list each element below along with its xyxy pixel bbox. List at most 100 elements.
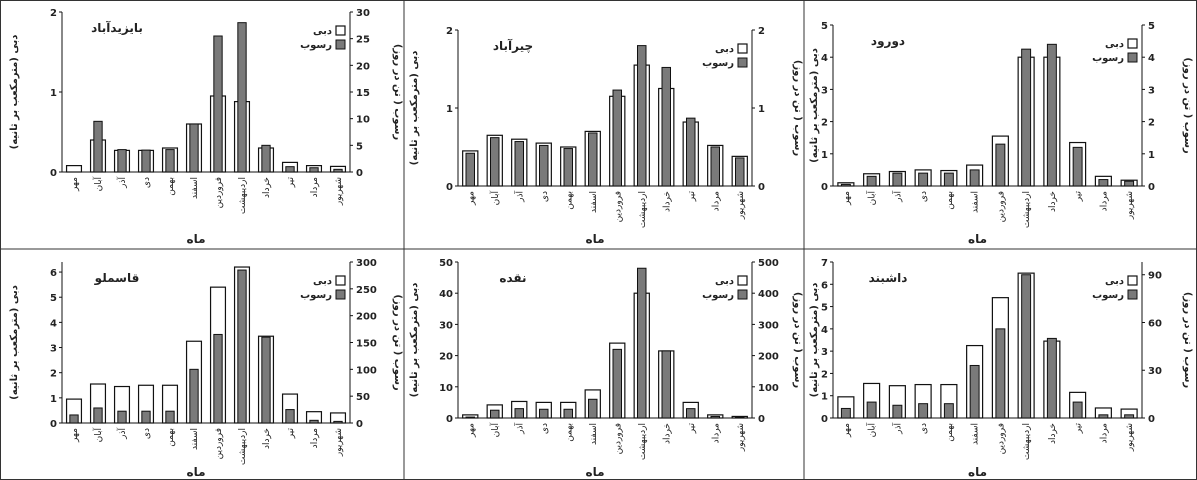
- x-tick-label: آبان: [489, 191, 501, 206]
- legend-label-sediment: رسوب: [702, 290, 734, 301]
- x-tick-label: آبان: [92, 428, 104, 443]
- legend-swatch-sediment: [335, 39, 346, 50]
- y-tick-label-right: 0: [1148, 182, 1155, 193]
- x-tick-label: دی: [142, 428, 152, 439]
- bar-sediment: [1072, 401, 1083, 419]
- bar-sediment: [943, 403, 954, 419]
- y-axis-label-left: دبی (مترمکعب بر ثانیه): [809, 283, 820, 398]
- x-tick-label: شهریور: [736, 423, 746, 452]
- x-tick-label: آبان: [866, 423, 878, 438]
- x-tick-label: شهریور: [334, 177, 344, 206]
- y-tick-label-right: 500: [758, 258, 779, 269]
- bar-sediment: [866, 175, 877, 187]
- y-tick-label-right: 0: [1148, 414, 1155, 425]
- x-tick-label: مهر: [70, 177, 80, 192]
- x-tick-label: فروردین: [996, 191, 1006, 222]
- legend-label-discharge: دبی: [313, 276, 332, 287]
- x-tick-label: فروردین: [613, 423, 623, 454]
- y-tick-label-left: 20: [439, 352, 453, 363]
- x-tick-label: آذر: [116, 177, 128, 189]
- x-tick-label: بهمن: [166, 428, 176, 447]
- bar-sediment: [866, 401, 877, 419]
- bar-sediment: [969, 364, 980, 419]
- bar-sediment: [538, 144, 549, 187]
- x-tick-label: مهر: [466, 423, 476, 438]
- x-tick-label: تیر: [286, 428, 296, 440]
- x-tick-label: اردیبهشت: [238, 428, 248, 465]
- x-tick-label: اردیبهشت: [238, 177, 248, 214]
- x-tick-label: مرداد: [711, 423, 721, 443]
- legend-label-sediment: رسوب: [1092, 290, 1124, 301]
- y-tick-label-left: 2: [446, 26, 453, 37]
- y-tick-label-right: 300: [356, 258, 377, 269]
- x-axis-label: ماه: [186, 465, 205, 479]
- y-tick-label-right: 25: [356, 35, 370, 46]
- x-tick-label: اردیبهشت: [638, 191, 648, 228]
- x-tick-label: مرداد: [711, 191, 721, 211]
- x-tick-label: بهمن: [945, 423, 955, 442]
- x-tick-label: شهریور: [1125, 423, 1135, 452]
- bar-sediment: [489, 409, 500, 419]
- bar-sediment: [489, 137, 500, 187]
- x-tick-label: شهریور: [736, 191, 746, 220]
- y-tick-label-left: 0: [821, 182, 828, 193]
- bar-sediment: [69, 414, 79, 424]
- bar-sediment: [261, 144, 271, 173]
- y-tick-label-right: 2: [758, 26, 765, 37]
- y-tick-label-right: 2: [1148, 118, 1155, 129]
- chart-panel: 0 1 2 3 4 5 0 1 2 3 4 5 مهر آبان آذر دی بهمن اسفند فروردین…: [809, 21, 1193, 246]
- y-axis-label-right: رسوب ( تن در روز): [1182, 57, 1193, 154]
- bar-sediment: [117, 410, 127, 424]
- y-tick-label-left: 1: [50, 394, 57, 405]
- bar-discharge: [65, 165, 83, 173]
- y-tick-label-right: 30: [356, 8, 370, 19]
- y-axis-label-right: رسوب ( تن در روز): [792, 292, 803, 389]
- bar-sediment: [465, 152, 476, 187]
- bar-sediment: [661, 350, 672, 419]
- y-tick-label-left: 6: [50, 268, 57, 279]
- x-tick-label: خرداد: [662, 191, 672, 212]
- y-tick-label-left: 6: [821, 280, 828, 291]
- legend-swatch-discharge: [737, 43, 748, 54]
- x-tick-label: آذر: [116, 428, 128, 440]
- x-tick-label: آبان: [866, 191, 878, 206]
- y-tick-label-left: 4: [821, 53, 828, 64]
- x-tick-label: دی: [540, 191, 550, 202]
- bar-sediment: [514, 408, 525, 419]
- bar-sediment: [1098, 414, 1109, 419]
- bar-sediment: [261, 336, 271, 424]
- y-tick-label-left: 7: [821, 258, 828, 269]
- bar-sediment: [587, 132, 598, 187]
- bar-sediment: [165, 149, 175, 173]
- x-tick-label: خرداد: [262, 428, 272, 449]
- y-tick-label-left: 10: [439, 383, 453, 394]
- x-tick-label: آذر: [513, 191, 525, 203]
- legend-swatch-sediment: [1127, 52, 1138, 63]
- bar-sediment: [93, 120, 103, 173]
- x-tick-label: آذر: [513, 423, 525, 435]
- x-tick-label: تیر: [286, 177, 296, 189]
- bar-sediment: [840, 183, 851, 187]
- x-tick-label: مرداد: [1099, 423, 1109, 443]
- bar-sediment: [636, 267, 647, 419]
- legend-swatch-discharge: [335, 275, 346, 286]
- y-axis-label-left: دبی (مترمکعب بر ثانیه): [409, 51, 420, 166]
- y-tick-label-left: 5: [50, 293, 57, 304]
- bar-sediment: [514, 141, 525, 187]
- x-tick-label: آذر: [891, 423, 903, 435]
- bar-sediment: [1021, 274, 1032, 419]
- legend-label-sediment: رسوب: [300, 40, 332, 51]
- x-tick-label: اسفند: [971, 191, 981, 213]
- x-tick-label: خرداد: [1048, 191, 1058, 212]
- bar-sediment: [995, 143, 1006, 187]
- y-tick-label-right: 1: [1148, 150, 1155, 161]
- legend-label-discharge: دبی: [1105, 276, 1124, 287]
- x-tick-label: اردیبهشت: [1022, 423, 1032, 460]
- bar-sediment: [918, 403, 929, 419]
- x-tick-label: دی: [919, 191, 929, 202]
- x-tick-label: اسفند: [589, 423, 599, 445]
- x-tick-label: فروردین: [613, 191, 623, 222]
- bar-sediment: [734, 416, 745, 419]
